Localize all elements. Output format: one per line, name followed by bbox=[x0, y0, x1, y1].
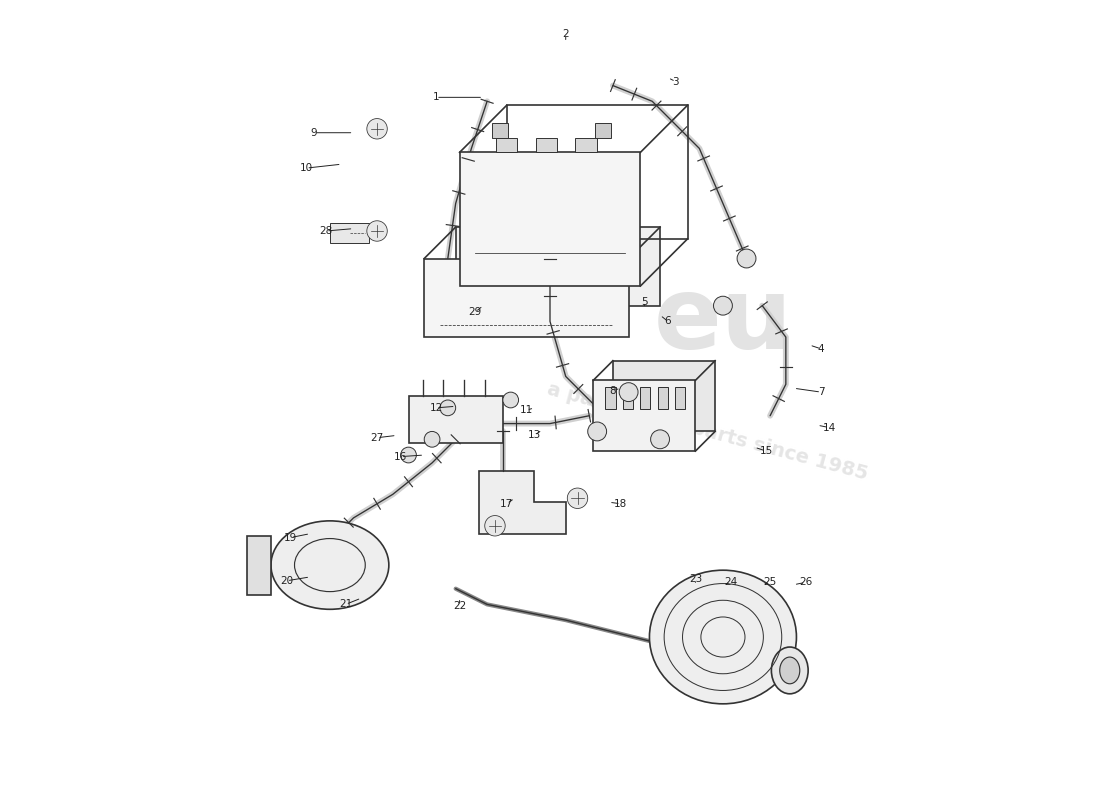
Ellipse shape bbox=[650, 430, 670, 449]
Text: 29: 29 bbox=[469, 307, 482, 317]
Text: 25: 25 bbox=[763, 578, 777, 587]
Text: 23: 23 bbox=[689, 574, 702, 584]
Polygon shape bbox=[536, 138, 558, 152]
Ellipse shape bbox=[771, 647, 808, 694]
Ellipse shape bbox=[366, 221, 387, 242]
Text: 20: 20 bbox=[280, 576, 294, 586]
Polygon shape bbox=[593, 380, 695, 451]
Polygon shape bbox=[480, 470, 565, 534]
Text: 22: 22 bbox=[453, 601, 466, 611]
Text: 12: 12 bbox=[429, 403, 442, 413]
Polygon shape bbox=[675, 387, 685, 409]
Ellipse shape bbox=[503, 392, 518, 408]
Text: 6: 6 bbox=[664, 316, 671, 326]
Polygon shape bbox=[623, 387, 634, 409]
Text: 18: 18 bbox=[614, 498, 627, 509]
Text: 24: 24 bbox=[724, 578, 737, 587]
Ellipse shape bbox=[568, 488, 587, 509]
Text: eu: eu bbox=[653, 273, 792, 370]
Text: 17: 17 bbox=[500, 498, 514, 509]
Ellipse shape bbox=[649, 570, 796, 704]
Text: 8: 8 bbox=[609, 386, 616, 395]
Text: 7: 7 bbox=[818, 387, 825, 397]
Text: 13: 13 bbox=[528, 430, 541, 440]
Text: 14: 14 bbox=[823, 422, 836, 433]
Polygon shape bbox=[248, 536, 271, 594]
Text: 5: 5 bbox=[641, 297, 648, 306]
Ellipse shape bbox=[780, 657, 800, 684]
Text: 15: 15 bbox=[760, 446, 773, 456]
Ellipse shape bbox=[587, 422, 606, 441]
Text: 2: 2 bbox=[562, 30, 569, 39]
Text: 28: 28 bbox=[319, 226, 332, 236]
Polygon shape bbox=[492, 122, 508, 138]
Text: 11: 11 bbox=[520, 406, 534, 415]
Ellipse shape bbox=[714, 296, 733, 315]
Polygon shape bbox=[496, 138, 517, 152]
Text: 16: 16 bbox=[394, 451, 407, 462]
Polygon shape bbox=[658, 387, 668, 409]
Ellipse shape bbox=[400, 447, 417, 463]
Text: 26: 26 bbox=[799, 578, 812, 587]
Text: 4: 4 bbox=[818, 344, 825, 354]
Ellipse shape bbox=[737, 249, 756, 268]
Ellipse shape bbox=[425, 431, 440, 447]
Polygon shape bbox=[605, 387, 616, 409]
Polygon shape bbox=[640, 387, 650, 409]
Polygon shape bbox=[595, 122, 610, 138]
Text: 27: 27 bbox=[371, 433, 384, 442]
Ellipse shape bbox=[366, 118, 387, 139]
Ellipse shape bbox=[271, 521, 388, 610]
Polygon shape bbox=[613, 361, 715, 431]
Text: 9: 9 bbox=[311, 128, 318, 138]
Text: a passion for parts since 1985: a passion for parts since 1985 bbox=[544, 379, 870, 483]
Text: 10: 10 bbox=[299, 163, 312, 173]
Ellipse shape bbox=[440, 400, 455, 416]
Polygon shape bbox=[408, 396, 503, 443]
Ellipse shape bbox=[485, 515, 505, 536]
Polygon shape bbox=[575, 138, 597, 152]
Polygon shape bbox=[425, 258, 628, 337]
Text: 21: 21 bbox=[339, 599, 352, 610]
Ellipse shape bbox=[619, 382, 638, 402]
Text: 1: 1 bbox=[432, 92, 439, 102]
Text: 19: 19 bbox=[284, 533, 297, 542]
Polygon shape bbox=[330, 223, 370, 242]
Polygon shape bbox=[460, 152, 640, 286]
Text: 3: 3 bbox=[672, 77, 679, 86]
Polygon shape bbox=[455, 227, 660, 306]
